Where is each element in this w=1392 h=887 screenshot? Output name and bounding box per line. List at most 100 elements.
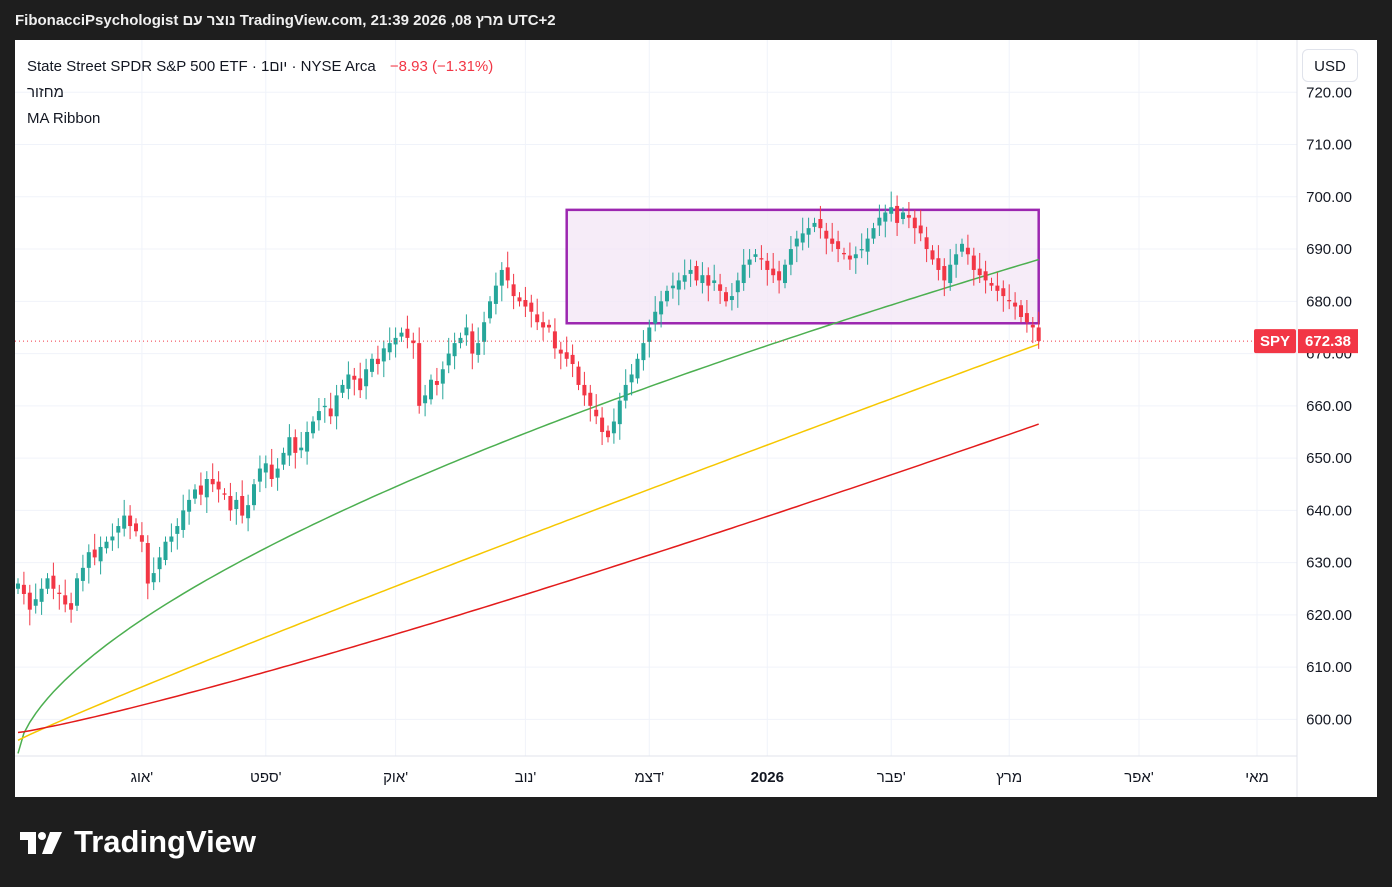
candle-body: [830, 238, 835, 244]
candle-body: [942, 266, 947, 281]
volume-indicator-label[interactable]: מחזור: [27, 84, 64, 101]
candle-body: [405, 328, 410, 338]
candle-body: [729, 296, 734, 301]
candle-body: [452, 343, 457, 357]
candle-body: [912, 217, 917, 229]
candle-body: [753, 254, 758, 257]
candle-body: [33, 599, 38, 606]
candle-body: [399, 332, 404, 337]
candle-body: [198, 485, 203, 495]
candle-body: [901, 212, 905, 219]
candle-body: [741, 264, 746, 284]
candle-body: [263, 463, 268, 473]
y-tick-label: 600.00: [1306, 711, 1352, 728]
candle-body: [818, 219, 823, 229]
candle-body: [352, 375, 357, 380]
candle-body: [446, 353, 451, 366]
candle-body: [216, 481, 221, 490]
snapshot-title: FibonacciPsychologist נוצר עם TradingVie…: [15, 12, 556, 29]
candle-body: [794, 238, 799, 247]
candle-body: [529, 302, 534, 312]
candle-body: [193, 489, 197, 499]
y-tick-label: 620.00: [1306, 607, 1352, 624]
candle-body: [334, 395, 339, 417]
candle-body: [535, 314, 540, 323]
chart-legend: State Street SPDR S&P 500 ETF · 1יום · N…: [27, 54, 493, 132]
y-tick-label: 680.00: [1306, 293, 1352, 310]
candle-body: [57, 592, 62, 594]
candle-body: [824, 230, 829, 239]
ma-ribbon-indicator-label[interactable]: MA Ribbon: [27, 110, 101, 127]
candle-body: [718, 284, 723, 291]
candle-body: [889, 207, 894, 214]
candle-body: [157, 557, 162, 570]
candlestick-series: [16, 191, 1041, 626]
candle-body: [204, 479, 209, 498]
candle-body: [411, 340, 416, 344]
candle-body: [594, 409, 599, 417]
candle-body: [86, 552, 91, 568]
candle-body: [547, 324, 551, 328]
candle-body: [21, 584, 26, 594]
candle-body: [440, 369, 445, 384]
y-tick-label: 640.00: [1306, 502, 1352, 519]
candle-body: [434, 381, 439, 385]
candle-body: [983, 271, 988, 281]
axes-layer: 720.00710.00700.00690.00680.00670.00660.…: [15, 40, 1358, 797]
candle-body: [128, 515, 133, 527]
y-tick-label: 690.00: [1306, 241, 1352, 258]
y-tick-label: 650.00: [1306, 450, 1352, 467]
candle-body: [269, 464, 274, 480]
candle-body: [847, 255, 852, 260]
candle-body: [92, 549, 97, 558]
price-chart[interactable]: 720.00710.00700.00690.00680.00670.00660.…: [15, 40, 1377, 797]
candle-body: [63, 595, 68, 605]
candle-body: [600, 417, 605, 432]
candle-body: [181, 510, 186, 530]
chart-frame[interactable]: 720.00 710.00 700.00 690.00 680.00 670.00 660.…: [15, 40, 1377, 797]
candle-body: [989, 283, 994, 286]
candle-body: [51, 575, 56, 589]
candle-body: [1024, 313, 1029, 323]
candle-body: [187, 499, 192, 512]
candle-body: [965, 247, 970, 255]
candle-body: [75, 578, 79, 606]
y-tick-label: 700.00: [1306, 189, 1352, 206]
candle-body: [523, 300, 528, 307]
candle-body: [458, 337, 463, 344]
candle-body: [311, 421, 315, 434]
candle-body: [482, 322, 487, 342]
candle-body: [606, 430, 610, 438]
candle-body: [228, 495, 233, 511]
candle-body: [812, 222, 817, 227]
candle-body: [340, 384, 345, 393]
candle-body: [322, 405, 327, 408]
candle-body: [499, 269, 504, 286]
candle-body: [895, 205, 900, 223]
candle-body: [257, 468, 262, 482]
x-tick-label: מאי: [1245, 769, 1269, 786]
candle-body: [576, 366, 581, 385]
candle-body: [169, 536, 174, 542]
candle-body: [735, 280, 740, 293]
candle-body: [222, 493, 227, 495]
candle-body: [800, 233, 805, 243]
candle-body: [676, 280, 681, 290]
candle-body: [558, 349, 563, 354]
candle-body: [954, 254, 959, 265]
candle-body: [948, 264, 953, 284]
candle-body: [429, 379, 433, 400]
candle-body: [853, 254, 858, 259]
candle-body: [1001, 288, 1006, 297]
candle-body: [918, 225, 923, 234]
candle-body: [476, 343, 481, 355]
candle-body: [370, 358, 374, 372]
candle-body: [859, 249, 864, 251]
candle-body: [665, 290, 669, 302]
symbol-tag: SPY: [1260, 333, 1290, 350]
candle-body: [588, 392, 593, 406]
currency-button[interactable]: USD: [1302, 49, 1358, 82]
candle-body: [806, 228, 811, 235]
candle-body: [877, 217, 882, 226]
candle-body: [381, 348, 386, 362]
